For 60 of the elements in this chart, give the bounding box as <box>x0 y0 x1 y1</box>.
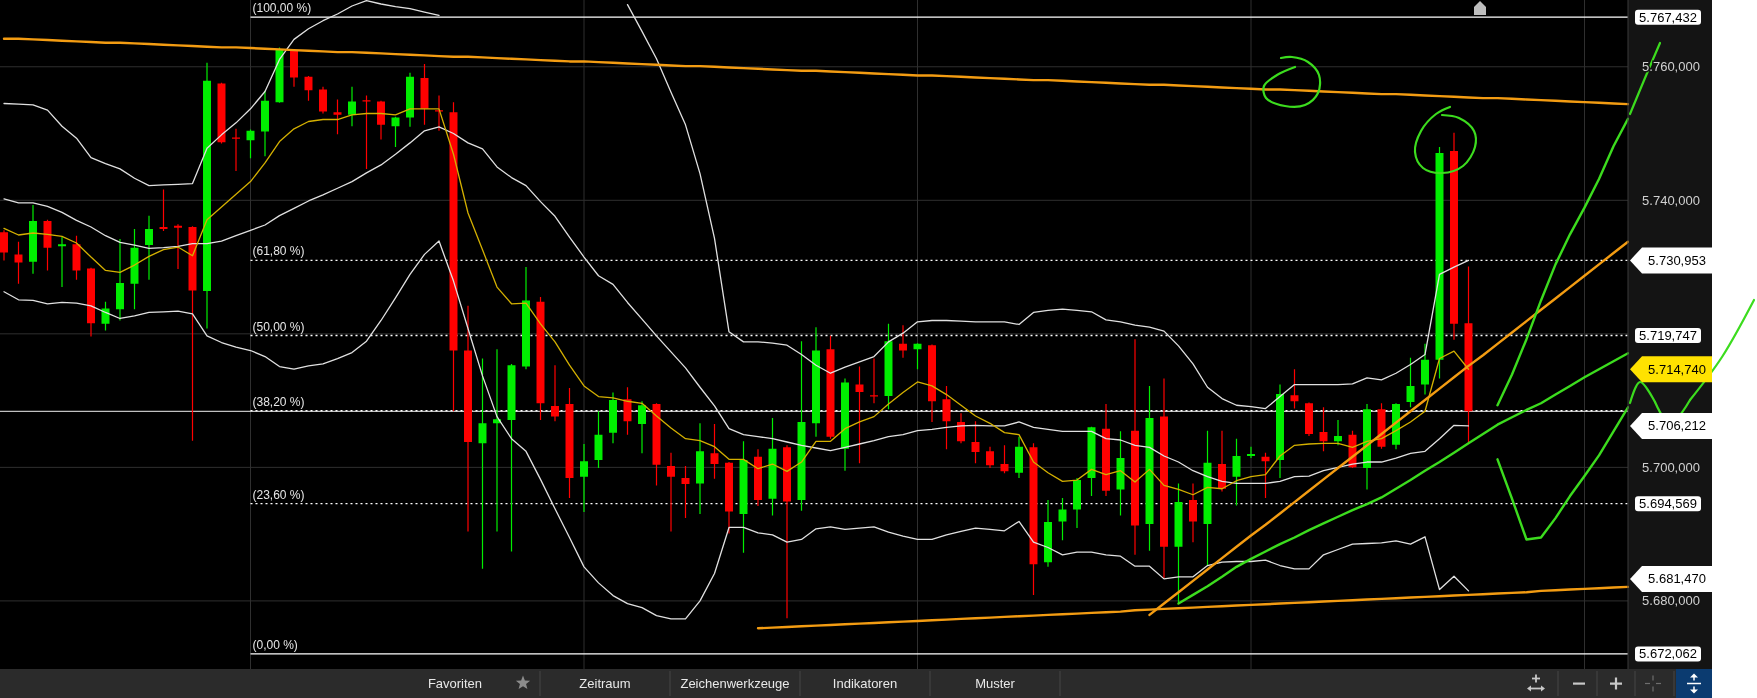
text: 5.714,740 <box>1648 361 1706 377</box>
annotation: (50,00 %) <box>252 319 305 334</box>
candlestick <box>319 86 327 114</box>
candlestick <box>638 401 646 454</box>
candlestick <box>812 327 820 437</box>
candlestick <box>783 445 791 619</box>
candlestick <box>1421 343 1429 395</box>
candlestick <box>261 90 269 157</box>
text: Zeitraum <box>579 676 631 691</box>
candlestick <box>1247 446 1255 459</box>
candlestick <box>1015 436 1023 479</box>
text: 5.730,953 <box>1648 252 1706 268</box>
candlestick <box>551 365 559 422</box>
candlestick <box>696 423 704 515</box>
candlestick <box>1334 419 1342 446</box>
line-series <box>1496 117 1629 407</box>
annotation: (100,00 %) <box>252 1 312 16</box>
annotation: (0,00 %) <box>252 637 298 652</box>
line-series <box>2 37 1629 106</box>
candlestick <box>522 267 530 370</box>
candlestick <box>725 462 733 534</box>
candlestick <box>145 215 153 280</box>
candlestick <box>232 128 240 171</box>
candlestick <box>1218 430 1226 492</box>
annotation: (38,20 %) <box>252 394 305 409</box>
text: Zeichenwerkzeuge <box>680 676 790 691</box>
text: 5.681,470 <box>1648 571 1706 587</box>
text: Indikatoren <box>832 676 898 691</box>
line-series <box>1496 406 1629 541</box>
candlestick <box>29 204 37 274</box>
text: Muster <box>975 676 1016 691</box>
candlestick <box>580 444 588 513</box>
candlestick <box>1131 339 1139 555</box>
candlestick <box>464 305 472 532</box>
ref-line-label: 5.719,747 <box>1639 328 1697 344</box>
annotation: (23,60 %) <box>252 487 305 502</box>
candlestick <box>493 349 501 532</box>
text: Favoriten <box>427 676 483 691</box>
y-tick-label: 5.740,000 <box>1642 192 1700 208</box>
candlestick <box>1160 378 1168 579</box>
candlestick <box>870 358 878 404</box>
line-series <box>3 240 1470 620</box>
line-series <box>1177 352 1629 605</box>
candlestick <box>667 452 675 532</box>
candlestick <box>1189 483 1197 543</box>
candlestick <box>609 392 617 444</box>
candlestick <box>899 325 907 358</box>
candlestick <box>116 239 124 321</box>
candlestick <box>986 446 994 469</box>
candlestick <box>174 224 182 270</box>
candlestick <box>1044 500 1052 567</box>
candlestick <box>58 237 66 288</box>
candlestick <box>348 86 356 127</box>
candlestick <box>0 230 8 261</box>
y-tick-label: 5.700,000 <box>1642 459 1700 475</box>
annotation: (61,80 %) <box>252 244 305 259</box>
text: 5.706,212 <box>1648 418 1706 434</box>
y-tick-label: 5.680,000 <box>1642 593 1700 609</box>
candlestick <box>377 100 385 140</box>
candlestick <box>1073 478 1081 529</box>
